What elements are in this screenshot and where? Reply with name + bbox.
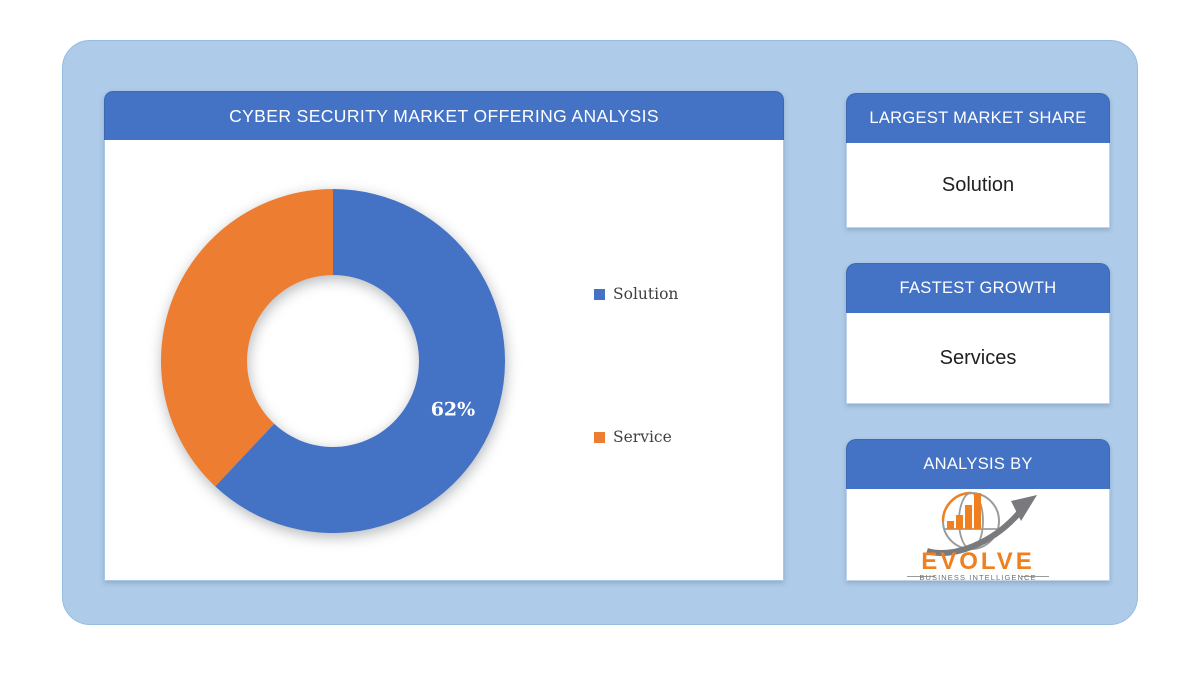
donut-chart: 62%: [161, 189, 505, 533]
growth-arrow-icon: [926, 494, 1037, 556]
largest-market-share-card: LARGEST MARKET SHARE Solution: [846, 93, 1110, 228]
largest-market-share-value: Solution: [941, 173, 1015, 196]
chart-title: CYBER SECURITY MARKET OFFERING ANALYSIS: [104, 91, 784, 140]
legend-label-solution: Solution: [613, 285, 679, 303]
legend-item-solution: Solution: [594, 285, 678, 303]
chart-panel: CYBER SECURITY MARKET OFFERING ANALYSIS …: [104, 91, 784, 581]
report-canvas: CYBER SECURITY MARKET OFFERING ANALYSIS …: [62, 40, 1138, 625]
legend-marker-solution-icon: [594, 288, 605, 300]
logo-brand-text: EVOLVE: [921, 548, 1035, 575]
largest-market-share-header: LARGEST MARKET SHARE: [846, 93, 1110, 143]
fastest-growth-value: Services: [939, 346, 1017, 369]
fastest-growth-header: FASTEST GROWTH: [846, 263, 1110, 313]
analysis-by-body: EVOLVE BUSINESS INTELLIGENCE: [846, 489, 1110, 582]
analysis-by-card: ANALYSIS BY: [846, 439, 1110, 582]
donut-slice-service: [161, 189, 333, 487]
chart-area: 62% Solution Service: [104, 140, 784, 581]
largest-market-share-body: Solution: [846, 143, 1110, 228]
legend-marker-service-icon: [594, 431, 605, 443]
slice-data-label-solution: 62%: [431, 398, 476, 420]
legend-label-service: Service: [613, 428, 672, 446]
logo-tagline-text: BUSINESS INTELLIGENCE: [919, 573, 1036, 582]
fastest-growth-body: Services: [846, 313, 1110, 404]
fastest-growth-card: FASTEST GROWTH Services: [846, 263, 1110, 404]
donut-slice-solution: [215, 189, 505, 533]
donut-slices: [161, 189, 505, 533]
evolve-logo: EVOLVE BUSINESS INTELLIGENCE: [907, 491, 1049, 582]
legend-item-service: Service: [594, 428, 672, 446]
analysis-by-header: ANALYSIS BY: [846, 439, 1110, 489]
bar-chart-icon: [947, 492, 981, 529]
